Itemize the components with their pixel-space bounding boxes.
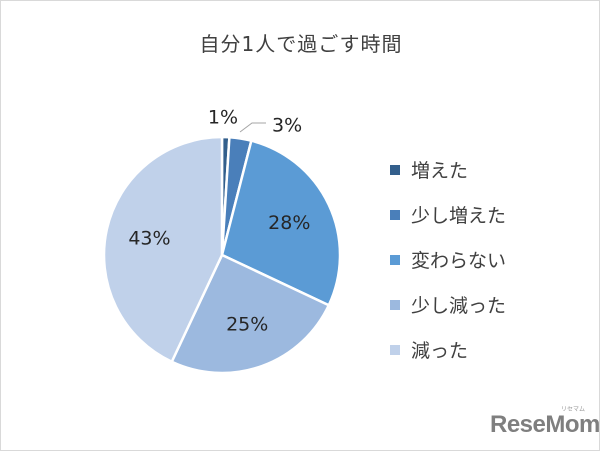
legend-swatch-5 [390, 344, 400, 355]
data-label-5: 43% [128, 227, 170, 249]
resemom-logo-kana: リセマム [561, 406, 586, 413]
data-label-3: 28% [268, 212, 310, 234]
legend-label-3: 変わらない [411, 250, 507, 272]
legend: 増えた少し増えた変わらない少し減った減った [390, 147, 506, 372]
data-label-4: 25% [226, 313, 268, 335]
legend-item-4: 少し減った [390, 282, 506, 327]
pie-slice-3 [220, 139, 342, 307]
legend-item-2: 少し増えた [390, 192, 506, 237]
pie-slice-4 [170, 253, 331, 375]
data-label-1: 1% [208, 107, 238, 129]
data-label-2: 3% [272, 115, 302, 137]
legend-swatch-3 [390, 254, 400, 265]
legend-label-1: 増えた [411, 160, 469, 182]
pie-slice-5 [102, 135, 224, 364]
legend-swatch-4 [390, 299, 400, 310]
legend-item-3: 変わらない [390, 237, 506, 282]
legend-label-2: 少し増えた [411, 205, 507, 227]
legend-swatch-2 [390, 209, 400, 220]
legend-label-5: 減った [411, 340, 469, 362]
leader-line-2 [239, 122, 266, 133]
legend-item-5: 減った [390, 327, 506, 372]
chart-title: 自分1人で過ごす時間 [199, 32, 403, 56]
legend-label-4: 少し減った [411, 295, 507, 317]
legend-swatch-1 [390, 164, 400, 175]
resemom-logo: ReseMom [490, 411, 600, 438]
legend-item-1: 増えた [390, 147, 506, 192]
